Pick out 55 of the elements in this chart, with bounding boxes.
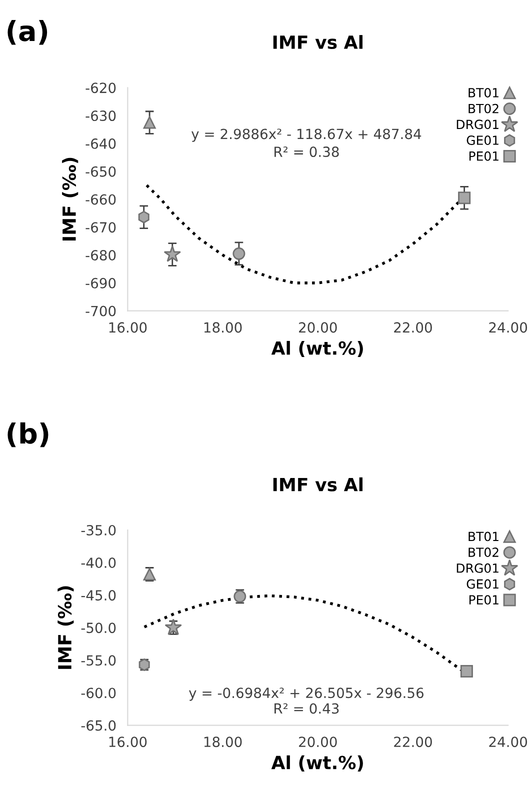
legend-label: BT02 bbox=[468, 548, 498, 558]
x-tick-label: 18.00 bbox=[204, 736, 242, 748]
y-tick-label: -620 bbox=[86, 82, 116, 94]
legend-label: PE01 bbox=[469, 151, 498, 161]
point bbox=[164, 618, 182, 636]
x-axis-title: Al (wt.%) bbox=[271, 340, 363, 358]
annotation: R² = 0.38 bbox=[274, 146, 339, 158]
annotation: R² = 0.43 bbox=[274, 703, 339, 714]
point bbox=[232, 247, 246, 260]
y-tick-label: -680 bbox=[86, 250, 116, 261]
annotation: y = 2.9886x² - 118.67x + 487.84 bbox=[191, 128, 422, 142]
legend-label: PE01 bbox=[469, 595, 498, 605]
point bbox=[164, 245, 181, 262]
point bbox=[460, 664, 473, 678]
x-tick-label: 20.00 bbox=[299, 736, 337, 748]
y-tick-label: -60.0 bbox=[81, 688, 116, 698]
x-tick-label: 20.00 bbox=[299, 322, 337, 333]
y-tick-label: -690 bbox=[86, 278, 116, 288]
y-tick-label: -660 bbox=[86, 194, 116, 205]
y-tick-label: -45.0 bbox=[81, 590, 116, 601]
legend-label: DRG01 bbox=[456, 563, 498, 573]
legend-label: DRG01 bbox=[456, 120, 498, 130]
legend-label: BT02 bbox=[468, 104, 498, 114]
legend-label: BT01 bbox=[468, 532, 498, 542]
x-tick-label: 24.00 bbox=[489, 736, 528, 748]
x-tick-label: 22.00 bbox=[394, 736, 432, 748]
text: (a) bbox=[8, 20, 48, 45]
y-axis-title: IMF (‰) bbox=[62, 158, 78, 240]
text: (b) bbox=[8, 422, 48, 448]
x-tick-label: 24.00 bbox=[489, 322, 528, 333]
x-tick-label: 22.00 bbox=[394, 322, 432, 333]
x-tick-label: 18.00 bbox=[204, 322, 242, 333]
y-tick-label: -65.0 bbox=[81, 720, 116, 731]
point bbox=[138, 210, 150, 224]
legend-label: GE01 bbox=[466, 136, 498, 145]
x-axis-title: Al (wt.%) bbox=[271, 755, 363, 772]
y-tick-label: -670 bbox=[86, 222, 116, 233]
x-tick-label: 16.00 bbox=[109, 736, 147, 748]
chart-title: IMF vs Al bbox=[273, 35, 362, 50]
legend-label: BT01 bbox=[468, 88, 498, 98]
y-tick-label: -630 bbox=[86, 110, 116, 122]
y-tick-label: -650 bbox=[86, 166, 116, 177]
legend-label: GE01 bbox=[466, 579, 498, 589]
point bbox=[143, 116, 156, 129]
y-axis-title: IMF (‰) bbox=[58, 586, 74, 669]
chart-title: IMF vs Al bbox=[273, 477, 362, 492]
y-tick-label: -700 bbox=[86, 306, 116, 316]
y-tick-label: -55.0 bbox=[81, 655, 116, 666]
x-tick-label: 16.00 bbox=[109, 322, 147, 333]
point bbox=[458, 192, 471, 204]
y-tick-label: -40.0 bbox=[81, 558, 116, 568]
y-tick-label: -35.0 bbox=[81, 524, 116, 536]
y-tick-label: -640 bbox=[86, 138, 116, 149]
annotation: y = -0.6984x² + 26.505x - 296.56 bbox=[188, 688, 424, 701]
y-tick-label: -50.0 bbox=[81, 622, 116, 634]
